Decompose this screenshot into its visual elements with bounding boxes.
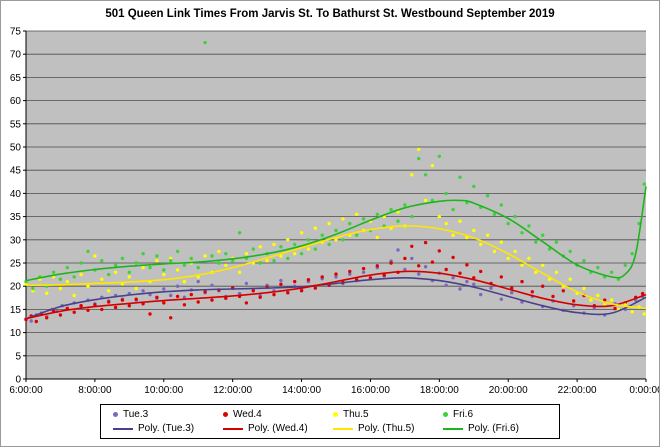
- wed4-marker-icon: [223, 412, 228, 417]
- poly-fri6-line-icon: [443, 427, 463, 430]
- svg-text:50: 50: [10, 143, 22, 154]
- svg-text:10: 10: [10, 328, 22, 339]
- trendline-Poly. (Wed.4): [25, 270, 647, 320]
- svg-text:0:00:00: 0:00:00: [629, 385, 660, 396]
- svg-text:5: 5: [15, 351, 21, 362]
- legend-label: Tue.3: [123, 409, 149, 420]
- legend-label: Wed.4: [233, 409, 262, 420]
- svg-text:55: 55: [10, 119, 22, 130]
- x-axis-labels: 6:00:00 8:00:00 10:00:00 12:00:00 14:00:00 16…: [9, 379, 660, 396]
- trendline-Poly. (Tue.3): [25, 276, 647, 320]
- chart-legend: Tue.3 Wed.4 Thu.5 Fri.6 Poly. (Tue.3) Po…: [100, 404, 560, 439]
- poly-tue3-line-icon: [113, 427, 133, 430]
- svg-text:10:00:00: 10:00:00: [144, 385, 183, 396]
- legend-label: Thu.5: [343, 409, 369, 420]
- thu5-marker-icon: [333, 412, 338, 417]
- legend-item-poly-fri6: Poly. (Fri.6): [443, 423, 547, 434]
- chart-canvas: 0 5 10 15 20 25 30 35 40 45 50 55 60 65 70 75 6:00:00 8:0…: [9, 27, 660, 397]
- svg-text:75: 75: [10, 27, 22, 38]
- svg-text:18:00:00: 18:00:00: [420, 385, 459, 396]
- legend-item-poly-tue3: Poly. (Tue.3): [113, 423, 217, 434]
- y-axis-labels: 0 5 10 15 20 25 30 35 40 45 50 55 60 65 70 75: [10, 27, 26, 386]
- svg-text:20:00:00: 20:00:00: [489, 385, 528, 396]
- tue3-marker-icon: [113, 412, 118, 417]
- svg-text:15: 15: [10, 305, 22, 316]
- svg-text:6:00:00: 6:00:00: [9, 385, 43, 396]
- svg-text:70: 70: [10, 50, 22, 61]
- legend-label: Fri.6: [453, 409, 473, 420]
- fri6-marker-icon: [443, 412, 448, 417]
- legend-label: Poly. (Tue.3): [138, 423, 195, 434]
- svg-text:40: 40: [10, 189, 22, 200]
- chart-title: 501 Queen Link Times From Jarvis St. To …: [105, 8, 555, 20]
- svg-text:14:00:00: 14:00:00: [282, 385, 321, 396]
- trendline-Poly. (Fri.6): [25, 186, 647, 282]
- svg-text:35: 35: [10, 212, 22, 223]
- svg-text:45: 45: [10, 166, 22, 177]
- legend-item-thu5: Thu.5: [333, 409, 437, 420]
- legend-item-poly-wed4: Poly. (Wed.4): [223, 423, 327, 434]
- svg-text:16:00:00: 16:00:00: [351, 385, 390, 396]
- legend-label: Poly. (Wed.4): [248, 423, 308, 434]
- poly-thu5-line-icon: [333, 427, 353, 430]
- poly-wed4-line-icon: [223, 427, 243, 430]
- svg-text:12:00:00: 12:00:00: [213, 385, 252, 396]
- svg-text:60: 60: [10, 96, 22, 107]
- svg-text:0: 0: [15, 375, 21, 386]
- legend-item-wed4: Wed.4: [223, 409, 327, 420]
- legend-label: Poly. (Fri.6): [468, 423, 519, 434]
- svg-text:8:00:00: 8:00:00: [78, 385, 112, 396]
- svg-text:22:00:00: 22:00:00: [558, 385, 597, 396]
- svg-text:25: 25: [10, 259, 22, 270]
- svg-text:30: 30: [10, 235, 22, 246]
- legend-item-poly-thu5: Poly. (Thu.5): [333, 423, 437, 434]
- plot-area: [26, 31, 646, 379]
- trendline-Poly. (Thu.5): [25, 225, 647, 310]
- svg-text:20: 20: [10, 282, 22, 293]
- svg-text:65: 65: [10, 73, 22, 84]
- legend-item-fri6: Fri.6: [443, 409, 547, 420]
- legend-item-tue3: Tue.3: [113, 409, 217, 420]
- legend-label: Poly. (Thu.5): [358, 423, 415, 434]
